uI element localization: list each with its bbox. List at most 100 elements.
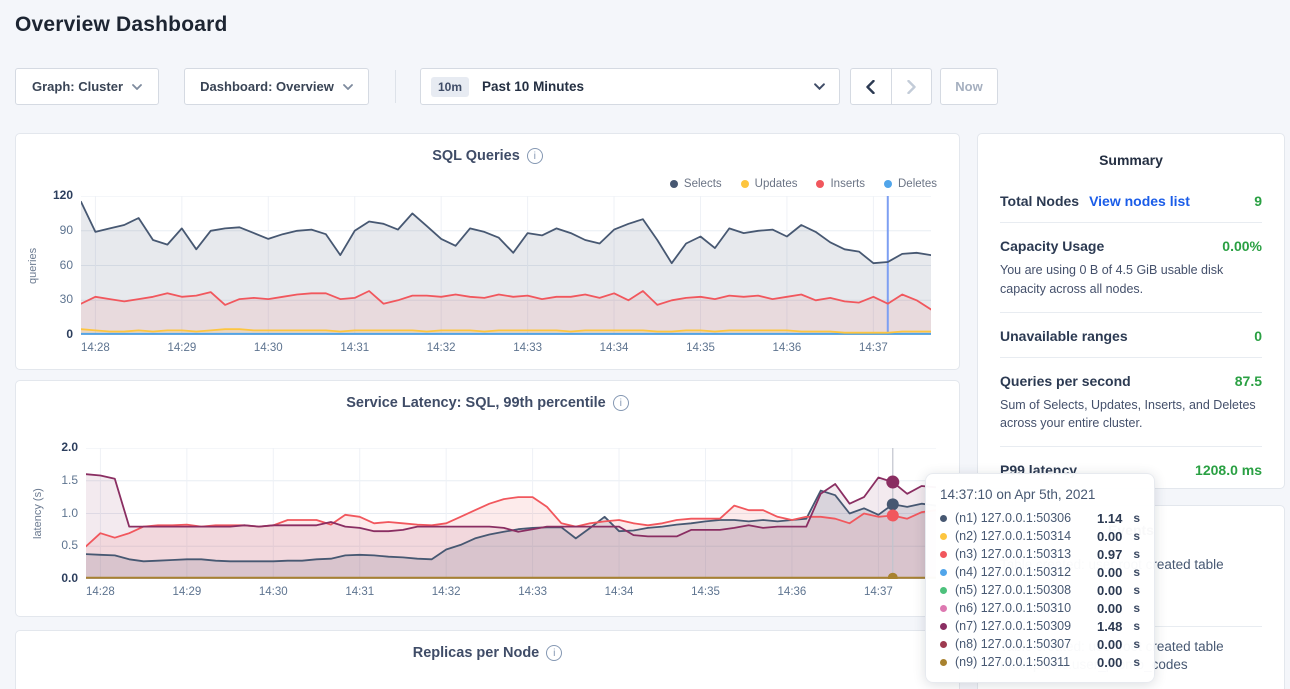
legend-item-selects[interactable]: Selects xyxy=(669,178,722,190)
sql-chart-plot[interactable] xyxy=(81,196,931,335)
node-address: (n2) 127.0.0.1:50314 xyxy=(955,529,1072,543)
summary-stat: Total Nodes View nodes list 9 xyxy=(1000,178,1262,222)
tooltip-node-row: (n6) 127.0.0.1:50310 0.00 s xyxy=(940,599,1140,617)
tooltip-node-row: (n7) 127.0.0.1:50309 1.48 s xyxy=(940,617,1140,635)
node-color-dot xyxy=(940,550,947,558)
node-color-dot xyxy=(940,514,947,522)
graph-dropdown[interactable]: Graph: Cluster xyxy=(15,68,159,105)
node-latency-value: 0.00 xyxy=(1097,564,1123,580)
node-latency-value: 0.00 xyxy=(1097,528,1123,544)
summary-stat: Capacity Usage 0.00% You are using 0 B of … xyxy=(1000,222,1262,312)
tooltip-node-row: (n2) 127.0.0.1:50314 0.00 s xyxy=(940,527,1140,545)
y-axis-tick: 1.0 xyxy=(61,505,78,520)
tooltip-timestamp: 14:37:10 on Apr 5th, 2021 xyxy=(940,487,1096,502)
stat-label: Unavailable ranges xyxy=(1000,327,1128,344)
x-axis-tick: 14:30 xyxy=(253,342,283,354)
node-address: (n7) 127.0.0.1:50309 xyxy=(955,619,1072,633)
node-latency-value: 1.48 xyxy=(1097,618,1123,634)
x-axis-tick: 14:32 xyxy=(431,586,461,598)
next-time-button[interactable] xyxy=(890,69,932,104)
legend-item-deletes[interactable]: Deletes xyxy=(884,178,937,190)
node-color-dot xyxy=(940,586,947,594)
time-range-badge: 10m xyxy=(431,76,470,97)
legend-dot xyxy=(740,180,749,188)
legend-dot xyxy=(669,180,678,188)
x-axis-tick: 14:34 xyxy=(599,342,629,354)
stat-value: 0 xyxy=(1254,327,1262,344)
x-axis-tick: 14:33 xyxy=(518,586,547,598)
toolbar-divider xyxy=(395,70,396,103)
node-color-dot xyxy=(940,604,947,612)
node-color-dot xyxy=(940,658,947,666)
y-axis-tick: 0.0 xyxy=(61,571,78,585)
x-axis-tick: 14:37 xyxy=(858,342,888,354)
y-axis-tick: 30 xyxy=(59,292,73,307)
node-latency-unit: s xyxy=(1133,511,1140,525)
tooltip-node-row: (n5) 127.0.0.1:50308 0.00 s xyxy=(940,581,1140,599)
y-axis-tick: 0.5 xyxy=(61,538,78,553)
y-axis-tick: 0 xyxy=(66,327,73,341)
chart-hover-tooltip: 14:37:10 on Apr 5th, 2021 (n1) 127.0.0.1… xyxy=(925,473,1155,683)
info-icon[interactable] xyxy=(546,645,563,661)
node-address: (n1) 127.0.0.1:50306 xyxy=(955,511,1072,525)
latency-chart-plot[interactable] xyxy=(86,448,936,579)
dashboard-dropdown-label: Dashboard: Overview xyxy=(200,79,334,94)
y-axis-tick: 90 xyxy=(59,222,73,237)
graph-dropdown-label: Graph: Cluster xyxy=(31,79,123,94)
node-latency-value: 0.97 xyxy=(1097,546,1123,562)
time-range-selector[interactable]: 10m Past 10 Minutes xyxy=(420,68,840,105)
stat-description: Sum of Selects, Updates, Inserts, and De… xyxy=(1000,397,1256,431)
tooltip-node-row: (n1) 127.0.0.1:50306 1.14 s xyxy=(940,509,1140,527)
y-axis-tick: 60 xyxy=(59,257,73,272)
stat-label: Capacity Usage xyxy=(1000,238,1105,254)
node-latency-value: 0.00 xyxy=(1097,582,1123,598)
now-button[interactable]: Now xyxy=(940,68,998,105)
x-axis-tick: 14:31 xyxy=(340,342,370,354)
x-axis-tick: 14:30 xyxy=(258,586,288,598)
x-axis-tick: 14:35 xyxy=(686,342,715,354)
node-color-dot xyxy=(940,640,947,648)
chevron-right-icon xyxy=(907,79,916,94)
latency-title: Service Latency: SQL, 99th percentile xyxy=(346,395,606,411)
node-address: (n8) 127.0.0.1:50307 xyxy=(955,637,1072,651)
tooltip-node-row: (n8) 127.0.0.1:50307 0.00 s xyxy=(940,635,1140,653)
stat-value: 87.5 xyxy=(1234,372,1262,389)
x-axis-tick: 14:37 xyxy=(863,586,893,598)
legend-item-updates[interactable]: Updates xyxy=(740,178,797,190)
sql-legend: Selects Updates Inserts Deletes xyxy=(669,178,937,190)
x-axis-tick: 14:35 xyxy=(691,586,720,598)
x-axis-tick: 14:29 xyxy=(172,586,202,598)
y-axis-tick: 120 xyxy=(52,188,73,202)
node-latency-unit: s xyxy=(1133,565,1140,579)
sql-queries-panel: SQL Queries Selects Updates Inserts Deletes… xyxy=(15,133,960,370)
stat-label: Queries per second xyxy=(1000,372,1131,389)
prev-time-button[interactable] xyxy=(851,69,891,104)
node-latency-value: 0.00 xyxy=(1097,600,1123,616)
x-axis-tick: 14:36 xyxy=(772,342,802,354)
x-axis-tick: 14:31 xyxy=(345,586,375,598)
node-latency-unit: s xyxy=(1133,619,1140,633)
node-color-dot xyxy=(940,568,947,576)
x-axis-tick: 14:36 xyxy=(777,586,807,598)
stat-description: You are using 0 B of 4.5 GiB usable disk… xyxy=(1000,263,1224,296)
legend-item-inserts[interactable]: Inserts xyxy=(816,178,865,190)
replicas-panel: Replicas per Node xyxy=(15,630,960,689)
view-nodes-link[interactable]: View nodes list xyxy=(1089,193,1190,209)
node-address: (n6) 127.0.0.1:50310 xyxy=(955,601,1072,615)
dashboard-dropdown[interactable]: Dashboard: Overview xyxy=(184,68,369,105)
node-address: (n4) 127.0.0.1:50312 xyxy=(955,565,1072,579)
x-axis-tick: 14:28 xyxy=(86,586,115,598)
tooltip-node-row: (n4) 127.0.0.1:50312 0.00 s xyxy=(940,563,1140,581)
info-icon[interactable] xyxy=(612,395,629,411)
node-color-dot xyxy=(940,532,947,540)
node-latency-unit: s xyxy=(1133,601,1140,615)
time-range-label: Past 10 Minutes xyxy=(482,79,585,94)
chevron-down-icon xyxy=(814,83,825,90)
y-axis-tick: 2.0 xyxy=(61,440,78,454)
x-axis-tick: 14:29 xyxy=(167,342,197,354)
info-icon[interactable] xyxy=(526,148,543,164)
node-latency-unit: s xyxy=(1133,637,1140,651)
tooltip-node-row: (n3) 127.0.0.1:50313 0.97 s xyxy=(940,545,1140,563)
x-axis-tick: 14:28 xyxy=(81,342,110,354)
